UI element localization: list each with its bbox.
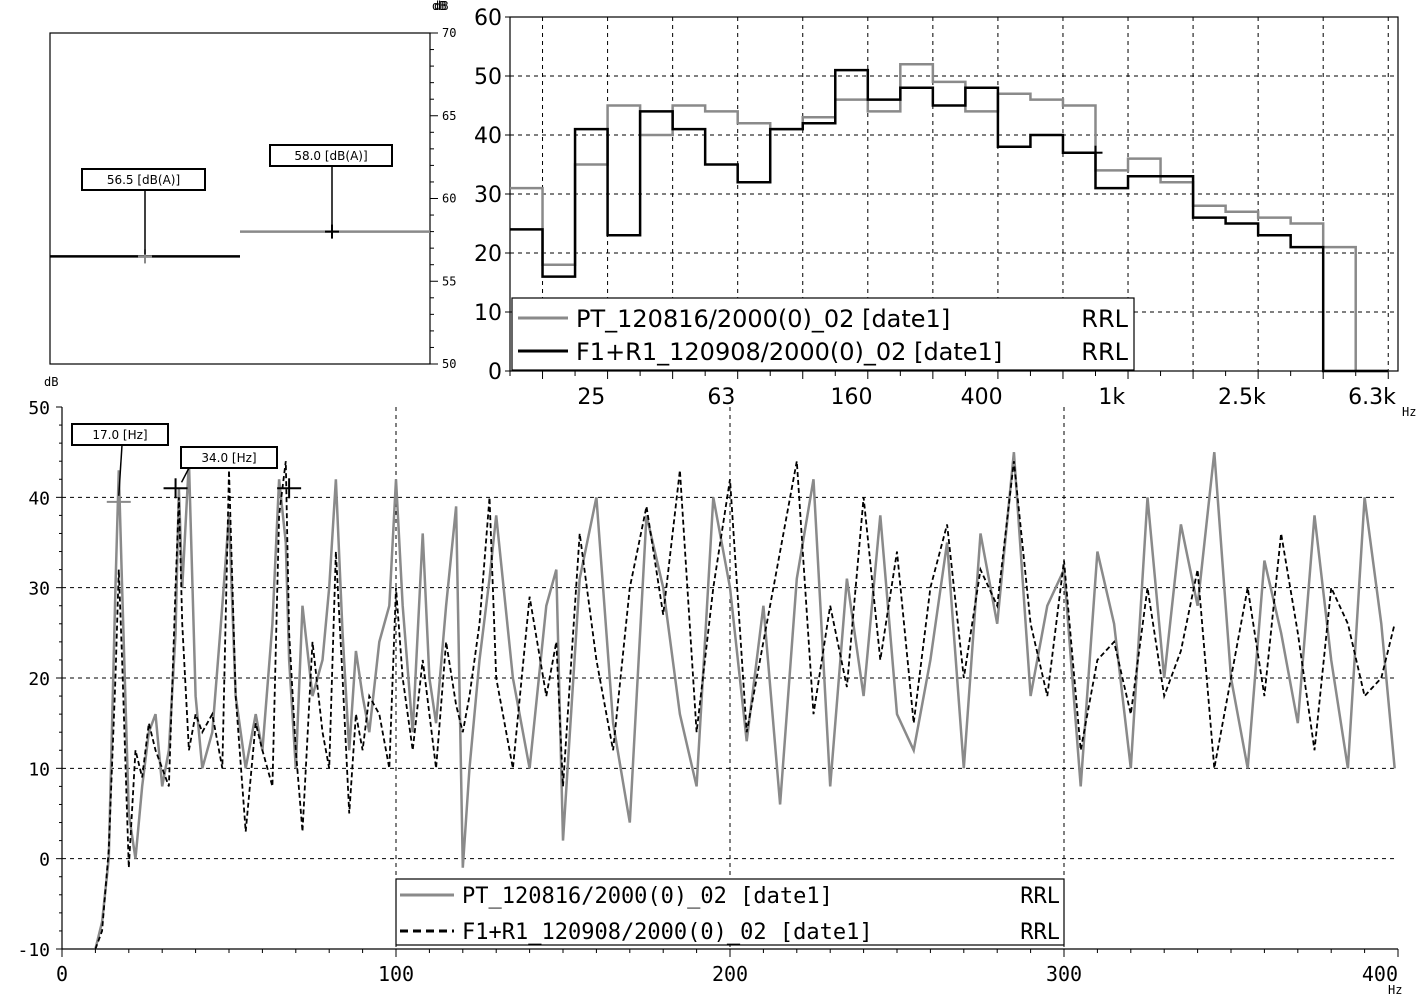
octave-x-tick-label: 25 [577, 385, 605, 410]
octave-x-unit: Hz [1402, 405, 1416, 419]
overall-value-label: 56.5 [dB(A)] [107, 173, 180, 187]
narrow-x-tick-label: 200 [712, 962, 748, 986]
octave-legend [511, 297, 1135, 371]
overall-tick-label: 50 [442, 357, 456, 371]
narrow-x-tick-label: 100 [378, 962, 414, 986]
overall-tick-label: 65 [442, 109, 456, 123]
octave-series-0 [510, 62, 1389, 373]
narrow-x-tick-label: 300 [1046, 962, 1082, 986]
octave-legend-label: F1+R1_120908/2000(0)_02 [date1] [576, 338, 1002, 366]
octave-axis-unit: dB [434, 0, 448, 13]
octave-legend-label: PT_120816/2000(0)_02 [date1] [576, 305, 950, 333]
octave-y-tick-label: 50 [474, 65, 502, 90]
narrow-y-tick-label: 20 [28, 669, 50, 690]
narrow-y-tick-label: 10 [28, 759, 50, 780]
octave-x-tick-label: 160 [831, 385, 873, 410]
overall-frame [49, 32, 431, 365]
narrow-y-tick-label: 0 [39, 850, 50, 871]
overall-tick-label: 55 [442, 274, 456, 288]
overall-value-label: 58.0 [dB(A)] [294, 149, 367, 163]
narrow-marker-label: 17.0 [Hz] [92, 428, 147, 442]
narrow-axis-unit: dB [44, 375, 58, 389]
narrow-y-tick-label: 30 [28, 579, 50, 600]
narrow-x-tick-label: 400 [1362, 962, 1398, 986]
overall-value-box [81, 168, 206, 191]
narrow-marker-label: 34.0 [Hz] [201, 451, 256, 465]
narrow-legend-label: F1+R1_120908/2000(0)_02 [date1] [462, 920, 873, 945]
narrow-marker-leader [118, 444, 123, 496]
octave-y-tick-label: 0 [488, 360, 502, 385]
octave-x-tick-label: 63 [707, 385, 735, 410]
narrow-marker-box [180, 446, 278, 469]
overall-tick-label: 70 [442, 26, 456, 40]
narrow-series-0 [94, 452, 1396, 950]
narrow-y-tick-label: 40 [28, 488, 50, 509]
octave-legend-tag: RRL [1081, 338, 1128, 366]
octave-x-tick-label: 400 [961, 385, 1003, 410]
narrow-legend-label: PT_120816/2000(0)_02 [date1] [462, 884, 833, 909]
narrow-y-tick-label: -10 [17, 940, 50, 961]
octave-y-tick-label: 10 [474, 301, 502, 326]
narrow-x-tick-label: 0 [56, 962, 68, 986]
octave-x-tick-label: 6.3k [1348, 385, 1396, 410]
octave-y-tick-label: 40 [474, 124, 502, 149]
octave-y-tick-label: 30 [474, 183, 502, 208]
octave-series-1 [510, 68, 1389, 373]
octave-x-tick-label: 1k [1098, 385, 1125, 410]
octave-x-tick-label: 2.5k [1218, 385, 1266, 410]
overall-value-box [269, 144, 393, 167]
overall-axis-unit: dB [432, 0, 446, 13]
narrow-series-1 [94, 461, 1396, 950]
narrow-marker-box [71, 423, 169, 446]
narrow-y-tick-label: 50 [28, 398, 50, 419]
overall-tick-label: 60 [442, 192, 456, 206]
octave-y-tick-label: 60 [474, 6, 502, 31]
narrow-marker-leader [180, 467, 190, 483]
narrow-x-unit: Hz [1388, 983, 1402, 997]
narrow-legend-tag: RRL [1020, 884, 1060, 909]
octave-legend-tag: RRL [1081, 305, 1128, 333]
narrow-legend-tag: RRL [1020, 920, 1060, 945]
octave-y-tick-label: 20 [474, 242, 502, 267]
narrow-legend [395, 878, 1065, 946]
